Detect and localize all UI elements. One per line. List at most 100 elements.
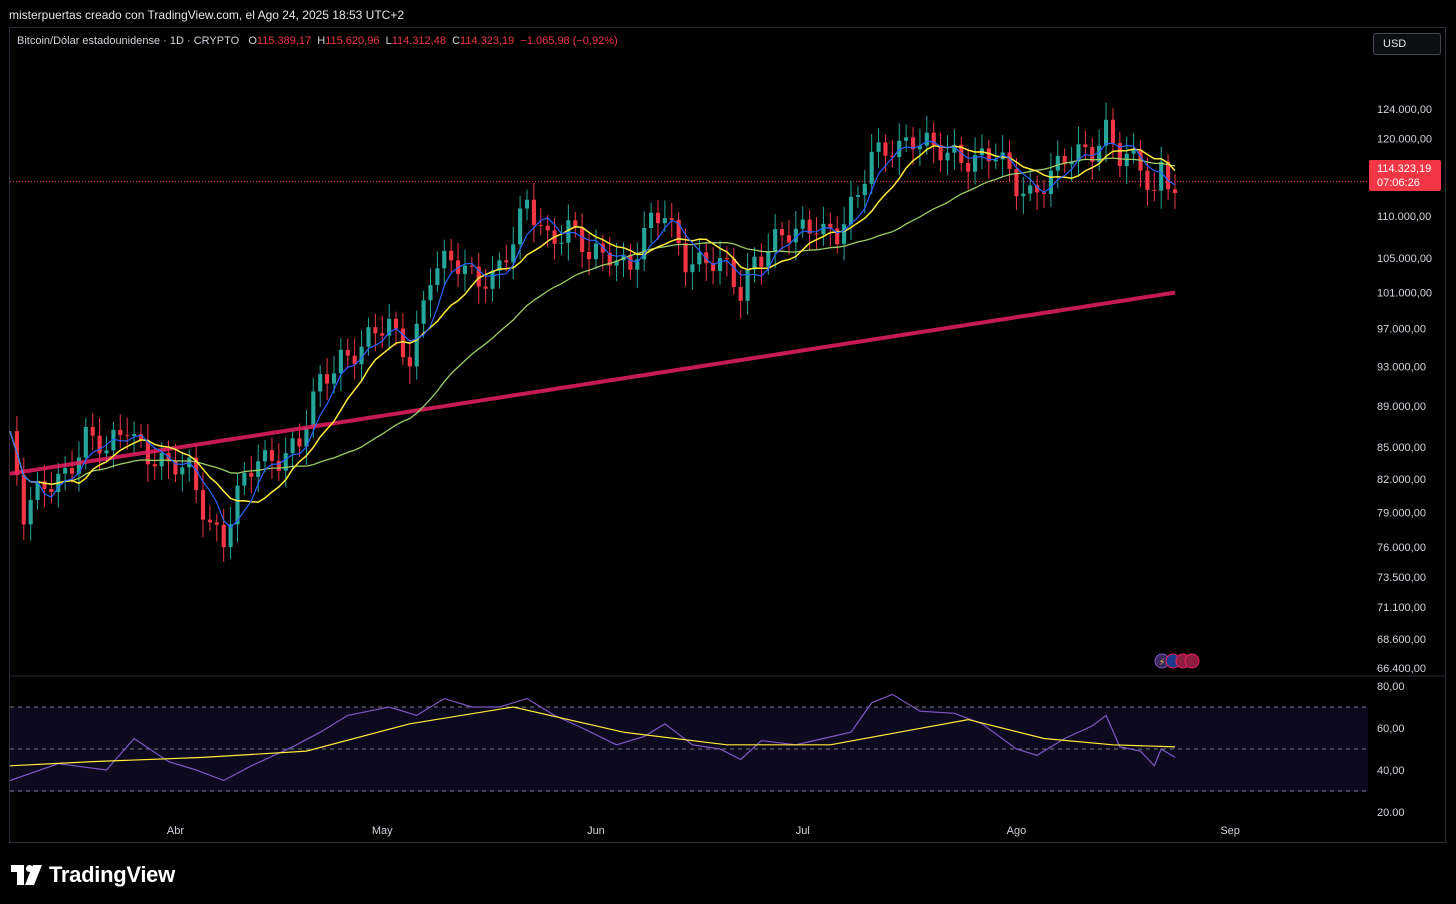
rsi-ma-line[interactable] [9,706,1176,767]
candle[interactable] [862,170,867,214]
candle[interactable] [745,253,750,315]
rsi-line[interactable] [9,693,1176,782]
candle[interactable] [28,486,33,541]
candle[interactable] [469,256,474,275]
candle[interactable] [262,440,268,473]
candle[interactable] [242,462,247,495]
candle[interactable] [924,115,929,155]
candle[interactable] [635,242,640,288]
candle[interactable] [352,338,357,380]
candle[interactable] [938,132,943,173]
candle[interactable] [1138,140,1143,187]
candle[interactable] [779,221,785,250]
candle[interactable] [1117,131,1122,178]
candle[interactable] [1021,176,1026,214]
candle[interactable] [973,137,978,185]
candle[interactable] [786,220,792,255]
candle[interactable] [676,212,681,256]
candle[interactable] [1035,175,1040,210]
candle[interactable] [42,464,47,508]
candle[interactable] [690,246,695,290]
candle[interactable] [400,313,405,366]
candle[interactable] [318,365,323,408]
candle[interactable] [697,238,702,273]
candle[interactable] [655,199,661,241]
candle[interactable] [125,417,130,450]
candle[interactable] [235,473,240,543]
candle[interactable] [214,514,219,542]
candle[interactable] [490,256,495,302]
symbol-legend[interactable]: Bitcoin/Dólar estadounidense · 1D · CRYP… [17,35,618,47]
candle[interactable] [207,505,212,531]
candle[interactable] [69,450,75,483]
candle[interactable] [359,330,364,382]
ma-fast-line[interactable] [9,140,1176,529]
candle[interactable] [290,430,295,470]
candle[interactable] [504,244,509,272]
candle[interactable] [449,239,454,275]
candle[interactable] [1131,133,1136,164]
candle[interactable] [421,290,426,338]
candle[interactable] [662,200,667,232]
price-axis[interactable]: 124.000,00 120.000,00 110.000,00 105.000,00… [1377,104,1432,675]
candle[interactable] [331,356,337,394]
candle[interactable] [731,247,736,295]
candle[interactable] [325,358,330,400]
candle[interactable] [338,338,343,392]
candle[interactable] [869,134,874,195]
candle[interactable] [945,135,950,176]
candle[interactable] [1007,140,1012,183]
candle[interactable] [435,251,440,293]
candle[interactable] [773,214,778,269]
candle[interactable] [904,124,909,153]
candle[interactable] [1069,146,1074,182]
candle[interactable] [76,441,82,492]
candle[interactable] [414,310,419,380]
candle[interactable] [580,213,585,269]
candle[interactable] [821,206,826,246]
candle[interactable] [642,211,647,272]
candle[interactable] [56,462,61,508]
candle[interactable] [1124,136,1129,185]
candle[interactable] [649,202,654,243]
candle[interactable] [835,216,840,254]
tradingview-logo[interactable]: TradingView [11,862,175,888]
candle[interactable] [221,508,226,562]
candle[interactable] [497,252,502,289]
candle[interactable] [311,377,316,439]
candle[interactable] [828,212,833,247]
candle[interactable] [966,148,971,190]
candle[interactable] [1090,137,1095,180]
candle[interactable] [428,268,433,318]
candle[interactable] [63,456,68,491]
candle[interactable] [194,443,199,503]
candle[interactable] [1041,179,1047,209]
candle[interactable] [1048,153,1053,207]
currency-button[interactable]: USD [1373,33,1441,55]
candle[interactable] [276,443,281,481]
candle[interactable] [890,140,895,168]
candle[interactable] [800,206,805,238]
candle[interactable] [876,127,881,168]
candle[interactable] [752,247,757,283]
candle[interactable] [759,243,764,285]
candle[interactable] [524,189,530,221]
candle[interactable] [1103,102,1109,163]
candle[interactable] [442,239,447,286]
candle[interactable] [90,413,95,451]
candle[interactable] [249,455,254,494]
candle[interactable] [704,243,709,281]
candle[interactable] [200,472,206,538]
candle[interactable] [1172,174,1178,209]
candle[interactable] [1166,154,1171,200]
candle[interactable] [407,339,412,385]
candle[interactable] [111,422,116,469]
candle[interactable] [1159,146,1164,209]
candle[interactable] [855,186,860,208]
candle[interactable] [586,234,592,276]
candle[interactable] [814,217,819,250]
candle[interactable] [456,243,461,288]
candles-group[interactable] [14,102,1178,562]
candle[interactable] [738,269,743,319]
